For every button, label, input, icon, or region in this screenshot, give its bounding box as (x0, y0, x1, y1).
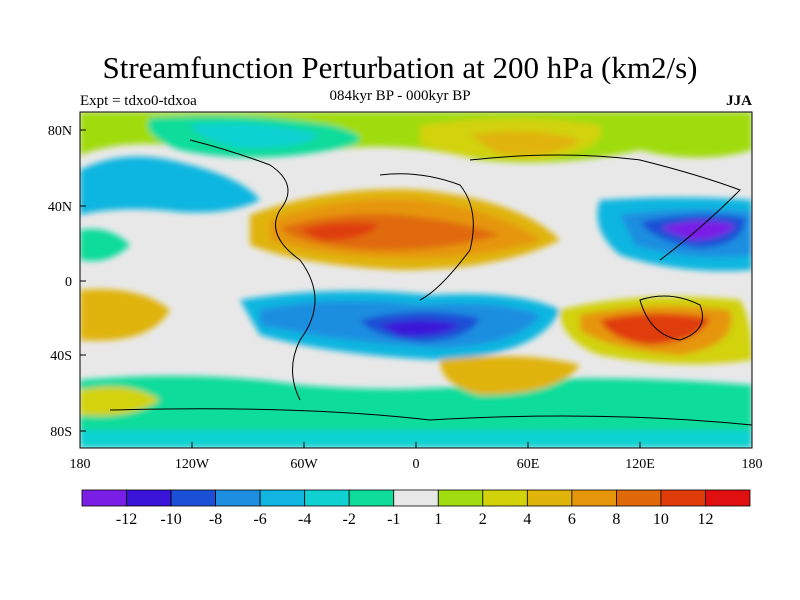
colorbar-label: -12 (116, 511, 137, 528)
lon-tick-label: 120E (625, 457, 655, 472)
colorbar-label: 2 (479, 511, 487, 528)
lon-tick-label: 0 (413, 457, 420, 472)
colorbar-swatch (616, 489, 662, 507)
colorbar-swatch (571, 489, 617, 507)
colorbar-swatch (304, 489, 350, 507)
colorbar-label: 12 (697, 511, 713, 528)
colorbar-swatch (437, 489, 484, 507)
lon-tick-label: 180 (70, 457, 91, 472)
lon-tick-label: 60W (290, 457, 318, 472)
streamfunction-field (80, 112, 752, 448)
lon-tick-label: 120W (175, 457, 210, 472)
colorbar-swatch (126, 489, 172, 507)
lat-tick-label: 40S (50, 349, 72, 364)
colorbar-label: 8 (612, 511, 620, 528)
lon-tick-label: 180 (742, 457, 763, 472)
colorbar-label: 10 (653, 511, 669, 528)
colorbar-swatch (393, 489, 439, 507)
colorbar-label: -6 (253, 511, 266, 528)
colorbar-label: 4 (523, 511, 531, 528)
colorbar-label: -10 (160, 511, 181, 528)
colorbar-swatch (259, 489, 306, 507)
colorbar-label: 6 (568, 511, 576, 528)
map-subtitle: 084kyr BP - 000kyr BP (329, 88, 471, 104)
colorbar-label: 1 (434, 511, 442, 528)
colorbar-swatch (348, 489, 395, 507)
experiment-label: Expt = tdxo0-tdxoa (80, 93, 197, 109)
lat-tick-label: 80N (48, 124, 72, 139)
colorbar-swatch (170, 489, 216, 507)
lat-tick-label: 40N (48, 200, 72, 215)
colorbar-label: -2 (343, 511, 356, 528)
map-title: Streamfunction Perturbation at 200 hPa (… (102, 50, 698, 85)
colorbar: -12 -10 -8 -6 -4 -2 -1 1 2 4 6 8 10 12 (81, 489, 751, 528)
lat-tick-label: 80S (50, 425, 72, 440)
map-axes: 180 120W 60W 0 60E 120E 180 80N 40N 0 40S 80S (48, 124, 763, 472)
colorbar-swatch (526, 489, 573, 507)
colorbar-label: -4 (298, 511, 311, 528)
colorbar-swatch (705, 489, 751, 507)
colorbar-swatch (482, 489, 528, 507)
colorbar-label: -1 (387, 511, 400, 528)
season-label: JJA (726, 93, 752, 109)
lat-tick-label: 0 (65, 275, 72, 290)
colorbar-label: -8 (209, 511, 222, 528)
colorbar-swatch (660, 489, 706, 507)
lon-tick-label: 60E (517, 457, 540, 472)
colorbar-swatch (215, 489, 261, 507)
colorbar-swatch (81, 489, 127, 507)
